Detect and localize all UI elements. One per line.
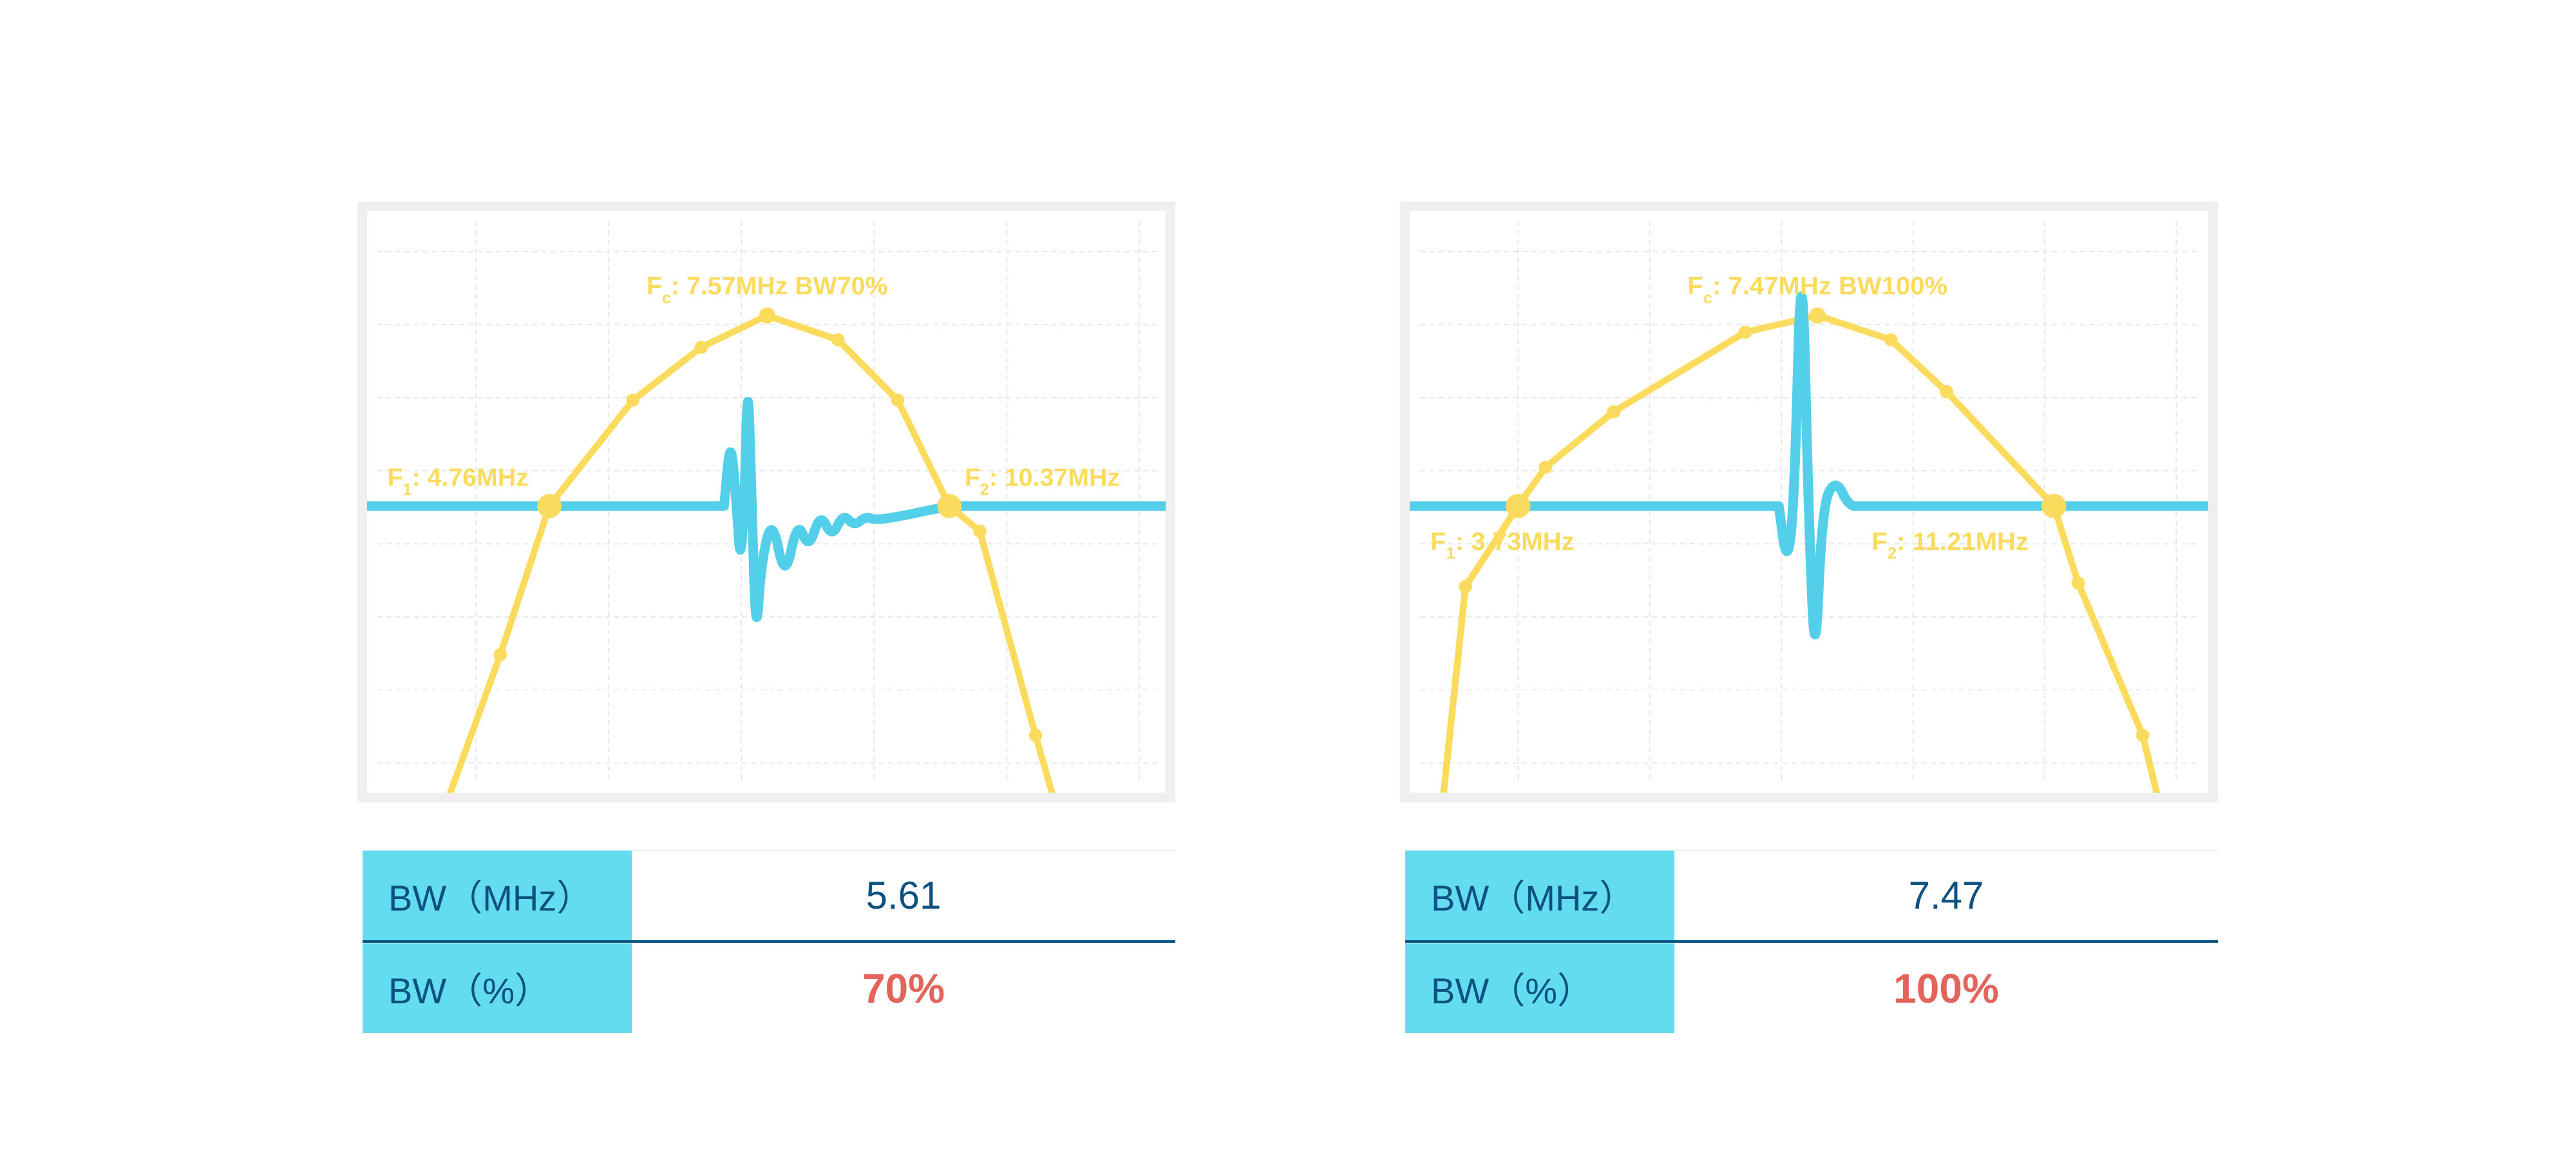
svg-text:F1: 4.76MHz: F1: 4.76MHz: [387, 464, 528, 499]
svg-text:Fc: 7.47MHz BW100%: Fc: 7.47MHz BW100%: [1687, 272, 1947, 307]
svg-text:F2: 10.37MHz: F2: 10.37MHz: [965, 464, 1120, 499]
svg-text:F2: 11.21MHz: F2: 11.21MHz: [1871, 527, 2029, 562]
svg-text:Fc: 7.57MHz BW70%: Fc: 7.57MHz BW70%: [647, 272, 887, 307]
svg-text:F1: 3.73MHz: F1: 3.73MHz: [1430, 527, 1575, 562]
